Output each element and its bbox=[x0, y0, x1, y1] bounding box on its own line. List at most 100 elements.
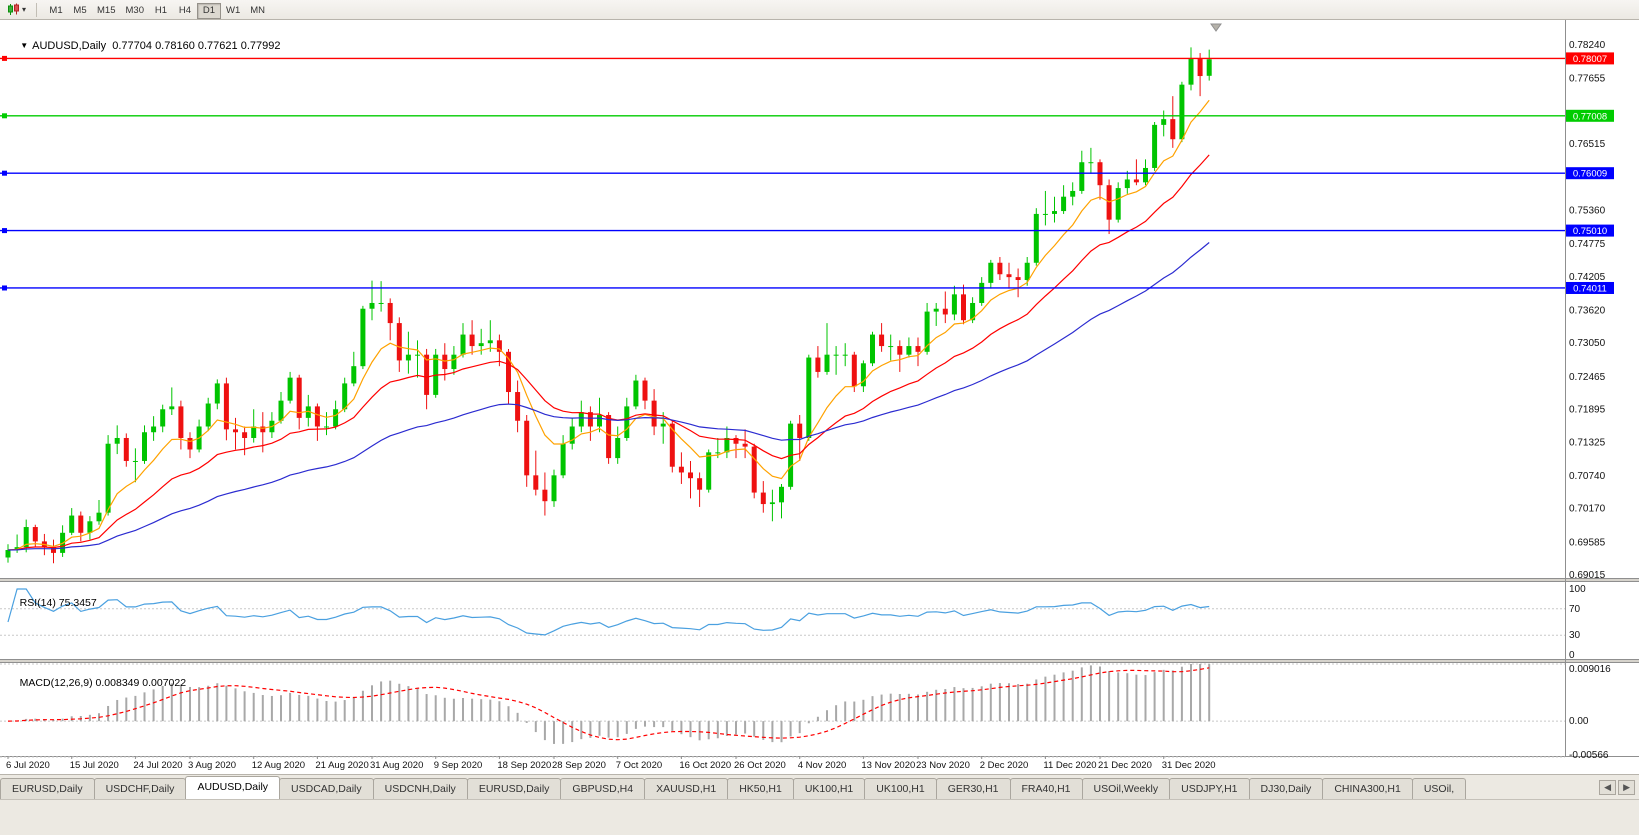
candle-body bbox=[305, 406, 311, 418]
price-tick-label: 0.71325 bbox=[1569, 437, 1606, 448]
chart-type-button[interactable]: ▾ bbox=[4, 2, 29, 17]
date-tick-label: 31 Aug 2020 bbox=[370, 760, 423, 771]
candle-body bbox=[214, 383, 220, 404]
candle-body bbox=[132, 460, 138, 462]
timeframe-button-m15[interactable]: M15 bbox=[92, 3, 120, 19]
candle-body bbox=[970, 302, 976, 321]
chart-tab-uk100-h1[interactable]: UK100,H1 bbox=[792, 778, 866, 799]
timeframe-button-m1[interactable]: M1 bbox=[44, 3, 68, 19]
chart-tab-hk50-h1[interactable]: HK50,H1 bbox=[727, 778, 794, 799]
chart-tab-usdjpy-h1[interactable]: USDJPY,H1 bbox=[1169, 778, 1250, 799]
tab-scroll-left-icon[interactable]: ◀ bbox=[1599, 780, 1617, 795]
date-tick-label: 24 Jul 2020 bbox=[133, 760, 182, 771]
candle-body bbox=[469, 334, 475, 347]
candle-body bbox=[23, 527, 29, 548]
macd-axis-max-label: 0.009016 bbox=[1569, 664, 1611, 675]
rsi-line bbox=[7, 588, 1210, 636]
timeframe-button-m5[interactable]: M5 bbox=[68, 3, 92, 19]
candle-body bbox=[287, 377, 293, 401]
chart-tab-xauusd-h1[interactable]: XAUUSD,H1 bbox=[644, 778, 729, 799]
status-bar bbox=[0, 799, 1639, 835]
date-tick-label: 11 Dec 2020 bbox=[1043, 760, 1096, 771]
pane-splitter[interactable] bbox=[0, 578, 1639, 582]
chart-tab-usdcad-daily[interactable]: USDCAD,Daily bbox=[279, 778, 374, 799]
price-tick-label: 0.78240 bbox=[1569, 40, 1606, 51]
candle-body bbox=[942, 308, 948, 315]
chart-tab-uk100-h1[interactable]: UK100,H1 bbox=[864, 778, 937, 799]
price-tick-label: 0.69585 bbox=[1569, 537, 1606, 548]
candle-body bbox=[879, 334, 885, 347]
candle-body bbox=[642, 380, 648, 401]
chart-tab-fra40-h1[interactable]: FRA40,H1 bbox=[1009, 778, 1083, 799]
candle-body bbox=[678, 466, 684, 473]
candle-body bbox=[233, 429, 238, 433]
candle-body bbox=[669, 423, 675, 467]
candle-body bbox=[451, 354, 457, 370]
chart-tab-eurusd-daily[interactable]: EURUSD,Daily bbox=[0, 778, 95, 799]
chart-tab-eurusd-daily[interactable]: EURUSD,Daily bbox=[466, 778, 562, 799]
pane-splitter[interactable] bbox=[0, 659, 1639, 663]
chart-window[interactable]: 0.78007 0.77008 0.76009 0.75010 0.74011 0.782… bbox=[0, 20, 1639, 774]
candle-body bbox=[178, 406, 184, 438]
candle-body bbox=[697, 478, 703, 490]
date-axis: 6 Jul 2020 15 Jul 2020 24 Jul 2020 3 Aug 20… bbox=[6, 756, 1216, 771]
candle-body bbox=[96, 512, 102, 522]
candle-body bbox=[1143, 167, 1148, 183]
candle-body bbox=[160, 409, 166, 427]
chart-canvas[interactable]: 0.780070.770080.760090.750100.740110.782… bbox=[0, 20, 1639, 774]
chart-tab-dj30-daily[interactable]: DJ30,Daily bbox=[1248, 778, 1324, 799]
date-tick-label: 28 Sep 2020 bbox=[552, 760, 606, 771]
candle-body bbox=[906, 346, 912, 355]
candle-body bbox=[688, 472, 693, 479]
chart-tab-china300-h1[interactable]: CHINA300,H1 bbox=[1322, 778, 1413, 799]
timeframe-button-w1[interactable]: W1 bbox=[221, 3, 245, 19]
candle-body bbox=[69, 515, 75, 533]
chart-surface[interactable] bbox=[0, 20, 1639, 774]
timeframe-button-h1[interactable]: H1 bbox=[149, 3, 173, 19]
line-anchor-marker bbox=[2, 55, 7, 61]
candle-body bbox=[123, 437, 129, 461]
candle-body bbox=[824, 354, 830, 372]
price-badge-label: 0.76009 bbox=[1573, 169, 1607, 180]
tab-scroll-controls: ◀ ▶ bbox=[1595, 780, 1639, 799]
chart-tab-gbpusd-h4[interactable]: GBPUSD,H4 bbox=[560, 778, 646, 799]
date-tick-label: 2 Dec 2020 bbox=[980, 760, 1029, 771]
top-toolbar: ▾ M1 M5 M15 M30 H1 H4 D1 W1 MN bbox=[0, 0, 1639, 20]
candle-body bbox=[205, 403, 211, 427]
macd-axis-zero-label: 0.00 bbox=[1569, 716, 1589, 727]
chart-tab-usoil-weekly[interactable]: USOil,Weekly bbox=[1081, 778, 1171, 799]
macd-pane: 0.009016 0.00 -0.00566 bbox=[7, 664, 1611, 761]
candle-body bbox=[114, 437, 120, 444]
candle-body bbox=[1033, 213, 1039, 263]
candle-body bbox=[888, 346, 894, 348]
candle-body bbox=[242, 432, 248, 438]
horizontal-lines-layer: 0.78007 0.77008 0.76009 0.75010 0.74011 bbox=[0, 52, 1614, 294]
line-anchor-marker bbox=[2, 113, 7, 119]
candle-body bbox=[933, 308, 939, 312]
chart-tab-ger30-h1[interactable]: GER30,H1 bbox=[935, 778, 1011, 799]
rsi-axis-label: 70 bbox=[1569, 604, 1581, 615]
candle-body bbox=[105, 443, 111, 513]
candle-body bbox=[624, 406, 630, 438]
timeframe-button-m30[interactable]: M30 bbox=[121, 3, 149, 19]
chart-tab-usdcnh-daily[interactable]: USDCNH,Daily bbox=[372, 778, 468, 799]
pane-frame bbox=[0, 20, 1639, 757]
chart-tab-audusd-daily[interactable]: AUDUSD,Daily bbox=[185, 776, 281, 799]
candle-body bbox=[1133, 179, 1139, 183]
chart-tab-usoil-[interactable]: USOil, bbox=[1411, 778, 1467, 799]
candle-body bbox=[560, 443, 566, 476]
candle-body bbox=[578, 412, 584, 427]
price-tick-label: 0.76515 bbox=[1569, 139, 1606, 150]
candle-body bbox=[724, 437, 730, 453]
timeframe-button-h4[interactable]: H4 bbox=[173, 3, 197, 19]
candle-body bbox=[187, 437, 193, 450]
indicator-level-grid bbox=[0, 608, 1565, 758]
price-tick-label: 0.74775 bbox=[1569, 239, 1606, 250]
timeframe-button-mn[interactable]: MN bbox=[245, 3, 270, 19]
candle-body bbox=[542, 489, 548, 502]
tab-scroll-right-icon[interactable]: ▶ bbox=[1618, 780, 1635, 795]
chart-tab-usdchf-daily[interactable]: USDCHF,Daily bbox=[93, 778, 187, 799]
candle-body bbox=[1115, 188, 1121, 220]
timeframe-button-d1[interactable]: D1 bbox=[196, 2, 221, 19]
candle-body bbox=[587, 412, 593, 427]
